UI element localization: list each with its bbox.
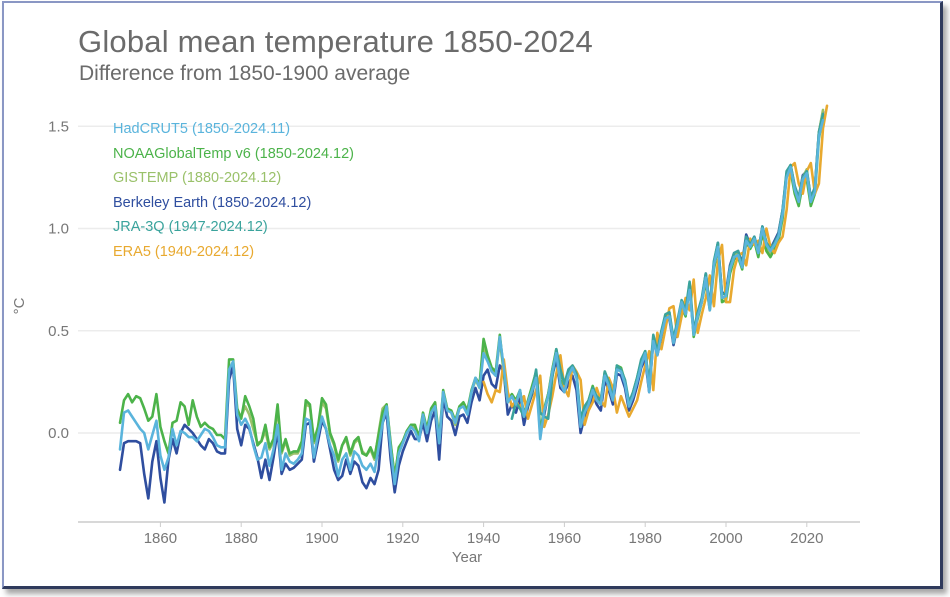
series-line-era5 [482, 104, 829, 429]
x-tick-label: 2020 [790, 530, 823, 547]
legend-entry: Berkeley Earth (1850-2024.12) [113, 194, 312, 211]
series-line-hadcrut5 [118, 118, 825, 486]
gridlines [78, 125, 860, 434]
chart-frame [2, 1, 943, 589]
x-tick-label: 1980 [629, 530, 662, 547]
x-axis-label: Year [452, 549, 482, 566]
x-ticks: 1860 1880 1900 1920 1940 1960 1980 2000 2020 [144, 522, 823, 547]
x-tick-label: 1960 [548, 530, 581, 547]
legend-entry: ERA5 (1940-2024.12) [113, 243, 255, 260]
y-tick-label: 1.5 [48, 118, 69, 135]
x-tick-label: 1920 [386, 530, 419, 547]
y-tick-label: 1.0 [48, 221, 69, 238]
legend: HadCRUT5 (1850-2024.11) NOAAGlobalTemp v6… [113, 117, 354, 264]
x-tick-label: 1940 [467, 530, 500, 547]
y-axis-label: °C [11, 297, 28, 314]
y-tick-label: 0.5 [48, 323, 69, 340]
legend-entry: GISTEMP (1880-2024.12) [113, 170, 282, 186]
legend-entry: HadCRUT5 (1850-2024.11) [113, 121, 291, 137]
legend-entry: JRA-3Q (1947-2024.12) [113, 219, 268, 235]
x-tick-label: 1880 [225, 530, 258, 547]
chart-title: Global mean temperature 1850-2024 [78, 24, 593, 59]
legend-entry: NOAAGlobalTemp v6 (1850-2024.12) [113, 145, 354, 162]
series-lines [118, 104, 829, 504]
x-tick-label: 1900 [305, 530, 338, 547]
chart-subtitle: Difference from 1850-1900 average [79, 62, 411, 85]
x-tick-label: 2000 [709, 530, 742, 547]
y-ticks: 0.0 0.5 1.0 1.5 [48, 118, 69, 442]
x-tick-label: 1860 [144, 530, 177, 547]
y-tick-label: 0.0 [48, 425, 69, 442]
